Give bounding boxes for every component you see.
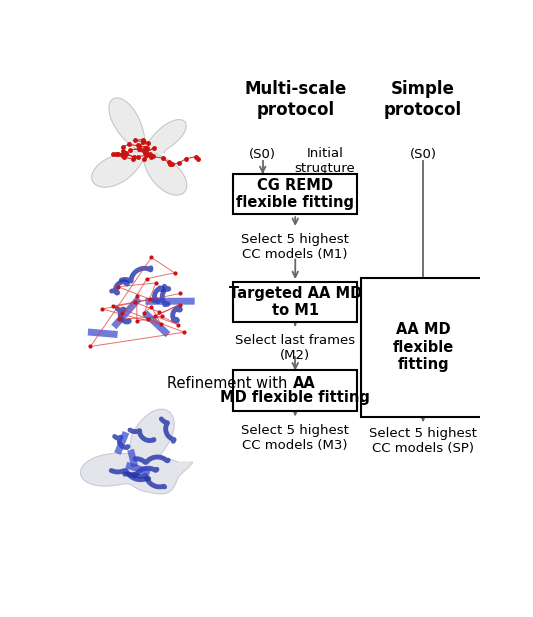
Text: Select 5 highest
CC models (SP): Select 5 highest CC models (SP) (369, 427, 477, 455)
Text: CG REMD
flexible fitting: CG REMD flexible fitting (236, 178, 354, 210)
Text: MD flexible fitting: MD flexible fitting (220, 390, 370, 405)
FancyBboxPatch shape (361, 278, 485, 416)
Text: Select 5 highest
CC models (M3): Select 5 highest CC models (M3) (241, 424, 349, 452)
Text: Select 5 highest
CC models (M1): Select 5 highest CC models (M1) (241, 233, 349, 262)
Text: Multi-scale
protocol: Multi-scale protocol (244, 80, 346, 119)
FancyBboxPatch shape (233, 282, 357, 322)
Text: Select last frames
(M2): Select last frames (M2) (235, 334, 356, 362)
Text: (S0): (S0) (410, 149, 437, 162)
Text: Simple
protocol: Simple protocol (384, 80, 462, 119)
Text: Targeted AA MD
to M1: Targeted AA MD to M1 (229, 286, 362, 318)
Text: Refinement with: Refinement with (167, 376, 292, 391)
Polygon shape (80, 409, 193, 494)
FancyBboxPatch shape (233, 174, 357, 214)
FancyBboxPatch shape (233, 370, 357, 410)
Text: AA MD
flexible
fitting: AA MD flexible fitting (392, 323, 454, 372)
Text: AA: AA (293, 376, 316, 391)
Text: (S0): (S0) (249, 149, 276, 162)
Text: Initial
structure: Initial structure (294, 147, 355, 175)
Polygon shape (92, 98, 187, 195)
